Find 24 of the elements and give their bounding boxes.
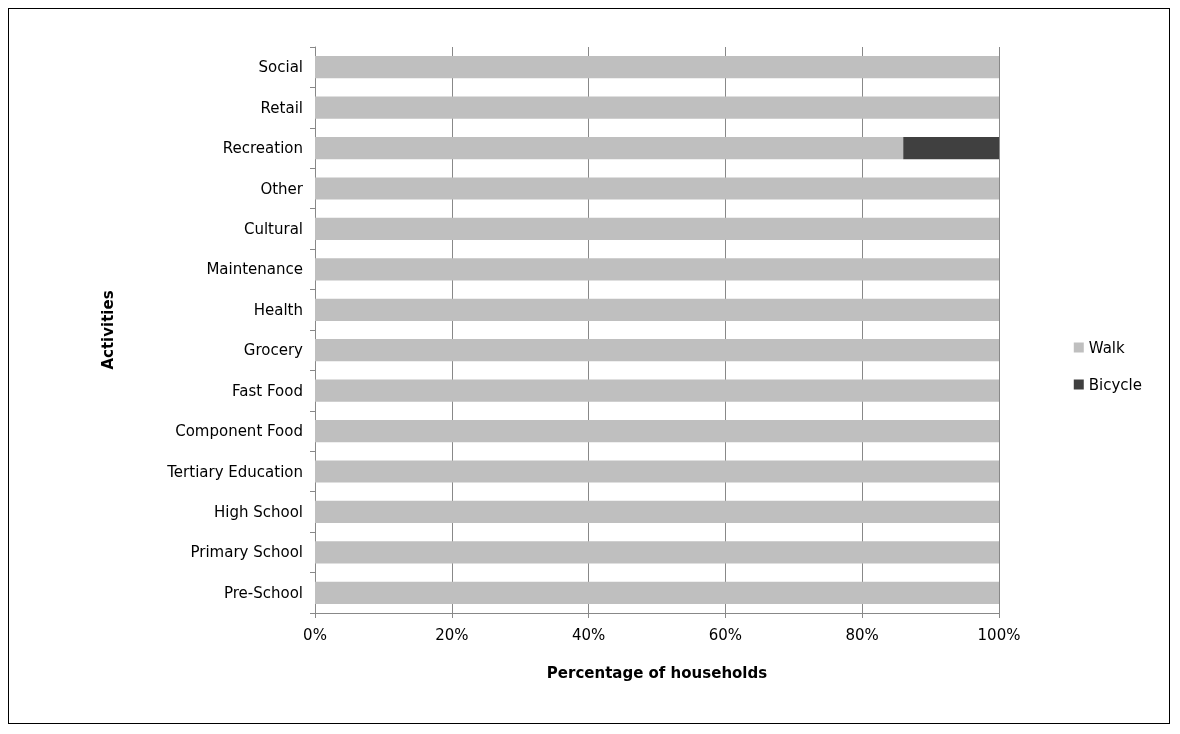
x-tick-label: 100% (977, 625, 1021, 644)
y-tick-label: Recreation (222, 139, 303, 158)
y-tick-label: Health (253, 300, 303, 319)
x-tick-label: 80% (845, 625, 879, 644)
y-tick-label: Primary School (190, 543, 303, 562)
y-tick-label: Retail (260, 98, 303, 117)
x-tick-label: 20% (435, 625, 469, 644)
y-tick-label: Grocery (243, 341, 304, 360)
x-axis-title: Percentage of households (546, 663, 768, 682)
y-tick-label: Component Food (175, 422, 303, 441)
y-tick-label: Maintenance (206, 260, 303, 279)
y-tick-label: Other (260, 179, 304, 198)
y-tick-label: Social (258, 58, 303, 77)
y-tick-label: Pre-School (223, 583, 303, 602)
y-tick-label: Fast Food (232, 381, 303, 400)
x-tick-label: 60% (708, 625, 743, 644)
x-tick-label: 0% (303, 625, 327, 644)
legend-label: Bicycle (1088, 375, 1143, 394)
y-axis-title: Activities (98, 290, 117, 370)
x-tick-label: 40% (571, 625, 606, 644)
y-tick-label: High School (213, 502, 303, 521)
legend-label: Walk (1088, 338, 1126, 357)
y-tick-label: Cultural (243, 219, 303, 238)
y-tick-label: Tertiary Education (166, 462, 303, 481)
